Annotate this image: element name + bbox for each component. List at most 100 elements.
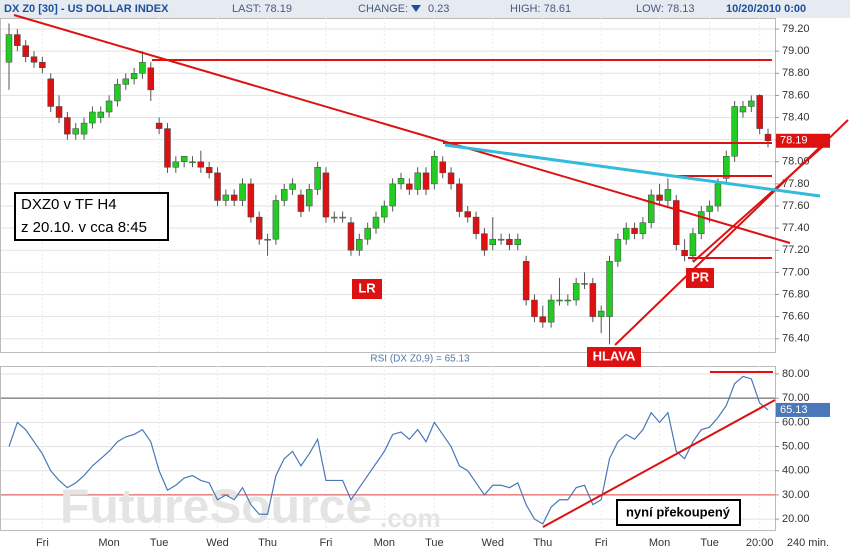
candle-body	[447, 172, 455, 185]
watermark-com: .com	[380, 503, 441, 533]
y-tick-label: 79.00	[782, 45, 810, 57]
candle-body	[689, 233, 697, 257]
y-tick-label: 76.60	[782, 311, 810, 323]
candle-body	[64, 117, 71, 135]
change: 0.23	[428, 3, 449, 15]
note: DXZ0 v TF H4	[21, 196, 117, 213]
y-tick-label: 60.00	[782, 416, 810, 428]
last-rsi: 65.13	[780, 404, 808, 416]
candle-body	[247, 183, 255, 218]
tag-box	[686, 268, 714, 288]
trend-line	[692, 139, 831, 263]
candle-body	[706, 205, 713, 212]
x-tick-label: Tue	[425, 537, 444, 549]
neckline	[444, 143, 821, 198]
candle-body	[39, 61, 46, 69]
candle-body	[322, 172, 330, 218]
low: LOW: 78.13	[636, 3, 695, 15]
candle-body	[22, 45, 29, 57]
candle-body	[572, 283, 580, 301]
y-tick-label: 20.00	[782, 513, 810, 525]
x-tick-label: Mon	[98, 537, 119, 549]
candle-body	[314, 167, 321, 190]
candle-body	[172, 161, 180, 168]
candle-body	[673, 200, 680, 245]
note: z 20.10. v cca 8:45	[21, 219, 147, 236]
candle-body	[105, 100, 113, 113]
y-tick-label: 78.80	[782, 67, 810, 79]
candle-body	[406, 183, 413, 190]
high: HIGH: 78.61	[510, 3, 571, 15]
candle-body	[739, 106, 747, 113]
datetime: 10/20/2010 0:00	[726, 3, 806, 15]
x-tick-label: Fri	[36, 537, 49, 549]
y-tick-label: 77.80	[782, 178, 810, 190]
y-tick-label: 30.00	[782, 489, 810, 501]
down-arrow	[411, 5, 421, 12]
trend-line	[13, 14, 791, 244]
candle-body	[647, 194, 655, 223]
candle-body	[214, 172, 221, 201]
candle-body	[372, 216, 380, 229]
candle-body	[614, 238, 622, 262]
rsi-title: RSI (DX Z0,9) = 65.13	[370, 354, 470, 365]
candle-body	[464, 211, 471, 218]
candle-body	[280, 189, 288, 201]
drawn-lines	[13, 14, 849, 528]
tag: LR	[358, 280, 376, 295]
candle-body	[756, 95, 763, 129]
candle-body	[522, 261, 530, 301]
y-tick-label: 78.60	[782, 89, 810, 101]
candle-body	[639, 222, 647, 234]
candle-body	[581, 283, 588, 285]
symbol: DX Z0 [30] - US DOLLAR INDEX	[4, 3, 169, 15]
y-tick-label: 79.20	[782, 23, 810, 35]
candle-body	[189, 161, 196, 164]
candle-body	[306, 189, 313, 207]
candle-body	[5, 34, 13, 63]
candle-body	[389, 183, 396, 207]
x-tick-label: Thu	[258, 537, 277, 549]
candle-body	[439, 161, 446, 174]
candle-body	[139, 61, 146, 74]
candle-body	[748, 100, 755, 107]
y-tick-label: 78.40	[782, 111, 810, 123]
y-tick-label: 77.00	[782, 266, 810, 278]
candle-body	[180, 155, 188, 163]
candle-body	[531, 299, 538, 317]
candle-body	[456, 183, 463, 212]
candle-body	[331, 216, 338, 219]
candle-body	[381, 205, 388, 218]
candle-body	[556, 299, 563, 302]
candle-body	[239, 183, 246, 201]
candle-body	[72, 128, 79, 135]
watermark: FutureSource	[60, 481, 372, 534]
x-tick-label: Mon	[649, 537, 670, 549]
x-tick-label: Wed	[482, 537, 504, 549]
candle-body	[731, 106, 738, 157]
candle-body	[130, 73, 138, 80]
candle-body	[514, 238, 522, 245]
x-tick-label: Tue	[700, 537, 719, 549]
y-tick-label: 76.80	[782, 288, 810, 300]
candle-body	[97, 111, 104, 118]
candle-body	[597, 310, 605, 317]
note: nyní překoupený	[626, 504, 731, 519]
candle-body	[356, 238, 363, 251]
candle-body	[347, 222, 355, 251]
candle-body	[481, 233, 488, 251]
candle-body	[255, 216, 263, 240]
candle-body	[681, 250, 688, 257]
candle-body	[30, 56, 38, 63]
rsi-trend-line	[542, 399, 776, 528]
candle-body	[497, 238, 505, 241]
tag: HLAVA	[593, 348, 636, 363]
note-box	[616, 499, 741, 526]
candle-body	[698, 211, 705, 234]
candle-body	[506, 238, 513, 245]
candle-body	[230, 194, 238, 201]
x-tick-label: Fri	[320, 537, 333, 549]
candle-body	[606, 261, 613, 317]
price-panel	[0, 18, 776, 353]
candle-body	[589, 283, 597, 317]
